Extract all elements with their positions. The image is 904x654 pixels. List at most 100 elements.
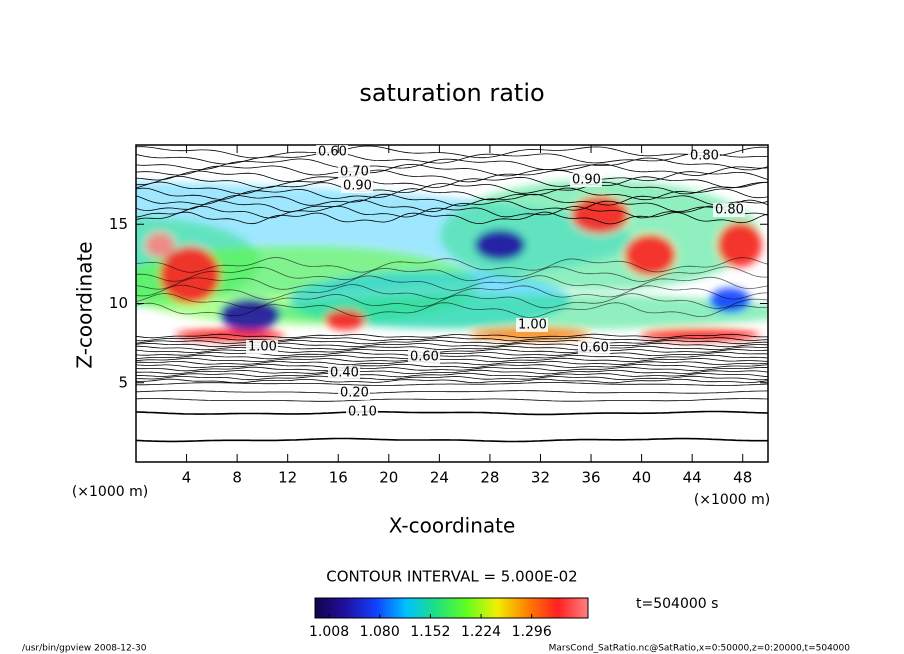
contour-line	[136, 157, 768, 171]
contour-line	[136, 163, 768, 177]
contour-interval: CONTOUR INTERVAL = 5.000E-02	[326, 568, 577, 586]
contour-line	[136, 293, 768, 309]
x-unit: (×1000 m)	[694, 492, 770, 508]
contour-label-bg	[328, 366, 360, 380]
contour-line	[136, 437, 768, 443]
x-tick-label: 4	[182, 469, 192, 487]
contour-label: 1.00	[518, 318, 547, 333]
chart-title: saturation ratio	[359, 79, 544, 107]
footer-left: /usr/bin/gpview 2008-12-30	[22, 644, 147, 654]
contour-fill	[572, 197, 628, 233]
contour-line	[136, 187, 768, 201]
contour-fill	[470, 328, 590, 340]
contour-line	[136, 211, 768, 225]
contour-fill	[718, 223, 762, 267]
x-tick-label: 16	[329, 469, 348, 487]
footer-right: MarsCond_SatRatio.nc@SatRatio,x=0:50000,…	[549, 644, 851, 654]
contour-label-bg	[688, 149, 720, 163]
contour-line	[136, 266, 768, 282]
contour-label-bg	[713, 203, 745, 217]
x-axis-label: X-coordinate	[389, 514, 516, 538]
contour-line	[136, 410, 768, 416]
contour-lines	[136, 145, 768, 443]
contour-line	[136, 205, 768, 219]
colorbar-tick-label: 1.080	[360, 624, 400, 640]
contour-line	[136, 348, 768, 354]
contour-fill	[710, 288, 750, 312]
contour-label: 0.20	[340, 386, 369, 401]
contour-label: 0.70	[340, 165, 369, 180]
contour-line	[136, 360, 768, 366]
x-tick-label: 48	[733, 469, 752, 487]
contour-line	[136, 339, 768, 345]
contour-line	[136, 284, 768, 300]
contour-label: 0.90	[572, 173, 601, 188]
contour-line	[136, 378, 768, 384]
contour-label: 0.60	[580, 341, 609, 356]
contour-fill	[440, 180, 760, 290]
contour-label: 0.10	[348, 405, 377, 420]
contour-line	[136, 372, 768, 378]
contour-line	[136, 275, 768, 291]
contour-line	[136, 345, 768, 351]
x-tick-label: 8	[232, 469, 242, 487]
x-tick-label: 12	[278, 469, 297, 487]
y-axis-label: Z-coordinate	[73, 241, 97, 368]
contour-label: 0.40	[330, 366, 359, 381]
contour-line	[136, 336, 768, 342]
contour-line	[136, 302, 768, 318]
x-tick-label: 36	[581, 469, 600, 487]
contour-line	[136, 390, 768, 394]
contour-line	[136, 351, 768, 357]
colorbar-tick-label: 1.152	[410, 624, 450, 640]
contour-line	[136, 398, 768, 402]
contour-line	[136, 342, 768, 348]
contour-fill	[146, 233, 174, 257]
contour-label-bg	[346, 405, 378, 419]
contour-line	[136, 257, 768, 273]
contour-line	[136, 382, 768, 386]
y-tick-label: 15	[109, 215, 128, 233]
contour-line	[136, 193, 768, 207]
contour-label: 0.80	[690, 149, 719, 164]
contour-label-bg	[578, 341, 610, 355]
contour-fill	[625, 235, 675, 275]
contour-line	[136, 375, 768, 381]
contour-label: 0.80	[715, 203, 744, 218]
contour-field	[136, 145, 768, 443]
x-tick-label: 20	[379, 469, 398, 487]
contour-line	[136, 199, 768, 213]
contour-label-bg	[570, 173, 602, 187]
contour-label-bg	[341, 179, 373, 193]
contour-line	[136, 175, 768, 189]
contour-label: 1.00	[248, 340, 277, 355]
contour-line	[136, 145, 768, 159]
contour-label-bg	[408, 350, 440, 364]
contour-line	[136, 169, 768, 183]
y-tick-label: 5	[118, 373, 128, 391]
x-tick-label: 28	[480, 469, 499, 487]
contour-fill	[160, 247, 220, 303]
contour-line	[136, 357, 768, 363]
contour-label: 0.90	[343, 179, 372, 194]
contour-line	[136, 333, 768, 339]
y-tick-label: 10	[109, 294, 128, 312]
contour-fill	[475, 230, 525, 260]
time-label: t=504000 s	[636, 596, 718, 612]
contour-label-bg	[316, 145, 348, 159]
colorbar-tick-label: 1.008	[309, 624, 349, 640]
colorbar-tick-label: 1.224	[461, 624, 501, 640]
contour-line	[136, 363, 768, 369]
filled-contours	[136, 180, 768, 341]
contour-line	[136, 366, 768, 372]
contour-label-bg	[338, 386, 370, 400]
x-tick-label: 44	[683, 469, 702, 487]
x-tick-label: 24	[430, 469, 449, 487]
colorbar	[314, 597, 589, 619]
y-unit: (×1000 m)	[72, 484, 148, 500]
x-tick-label: 40	[632, 469, 651, 487]
contour-label-bg	[516, 318, 548, 332]
contour-label: 0.60	[410, 350, 439, 365]
colorbar-tick-label: 1.296	[512, 624, 552, 640]
contour-fill	[270, 294, 768, 330]
